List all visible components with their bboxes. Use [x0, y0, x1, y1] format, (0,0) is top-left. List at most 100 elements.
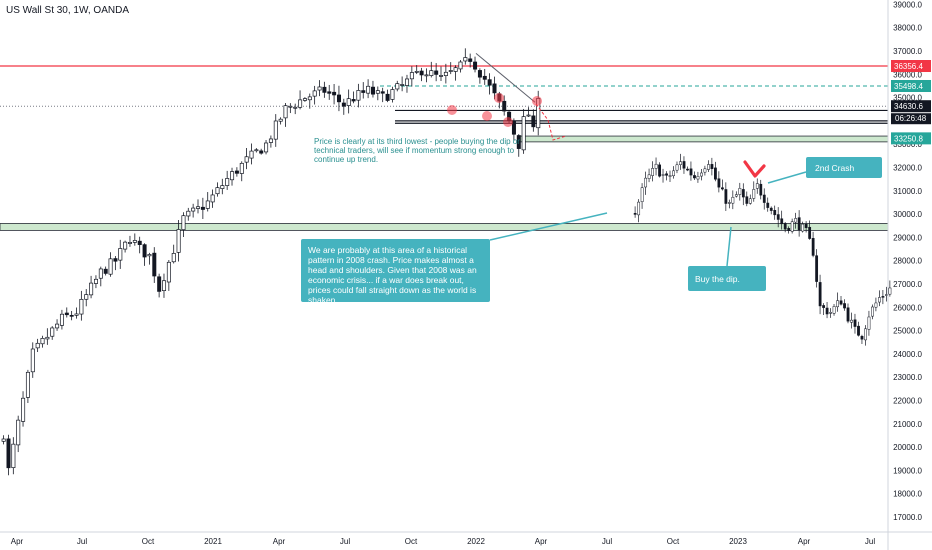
candle [59, 313, 64, 326]
y-tick-label: 38000.0 [893, 24, 922, 33]
candle [259, 150, 264, 154]
candle [64, 312, 69, 316]
candle [302, 98, 307, 101]
projection-candle [818, 282, 822, 307]
level-label-bg [891, 132, 931, 145]
faint-annotation: Price is clearly at its third lowest - p… [314, 137, 520, 164]
candle [463, 57, 468, 62]
projection-candle [707, 164, 710, 170]
candle [21, 397, 26, 422]
y-tick-label: 39000.0 [893, 0, 922, 9]
y-tick-label: 23000.0 [893, 373, 922, 382]
projection-candle [731, 196, 735, 204]
projection-candle [654, 163, 658, 169]
callout-pointer [767, 171, 807, 184]
projection-candle [860, 336, 864, 340]
projection-candle [853, 319, 857, 327]
candle [390, 89, 395, 100]
projection-candle [745, 196, 749, 204]
projection-candle [668, 175, 672, 177]
second-crash-callout[interactable]: 2nd Crash [806, 157, 882, 178]
candle [103, 268, 108, 274]
candle [147, 254, 152, 257]
pattern-marker [447, 105, 457, 115]
candle [327, 91, 332, 94]
candle [196, 206, 201, 209]
candle [380, 91, 385, 94]
pattern-marker [532, 96, 542, 106]
level-label: 36356.4 [894, 62, 923, 71]
projection-candle [885, 294, 888, 296]
candle [264, 142, 269, 153]
candle [108, 258, 113, 275]
callout-pointer [726, 226, 732, 267]
candle [93, 278, 98, 284]
candle [191, 207, 196, 212]
projection-candle [832, 306, 836, 314]
support-zone [0, 223, 889, 231]
buy-dip-callout[interactable]: Buy the dip. [688, 266, 766, 291]
candle [293, 106, 298, 109]
candle [531, 115, 536, 128]
projection-candle [776, 214, 780, 220]
projection-candle [888, 287, 892, 295]
candle [492, 83, 497, 94]
x-tick-label: 2023 [729, 537, 747, 546]
candle [477, 70, 482, 78]
candle [424, 74, 429, 77]
projected-path [535, 103, 567, 141]
y-tick-label: 32000.0 [893, 164, 922, 173]
candle [526, 114, 531, 117]
projection-candle [794, 218, 798, 223]
candle [50, 327, 55, 337]
candle [443, 71, 448, 76]
candle [6, 438, 11, 469]
candle [429, 70, 434, 76]
projection-candle [651, 168, 655, 176]
trendline [475, 52, 536, 103]
projection-candle [874, 302, 878, 308]
projection-candle [696, 176, 700, 180]
projection-candle [755, 183, 759, 189]
projection-candle [682, 161, 686, 169]
candle [414, 71, 419, 73]
projection-candle [734, 194, 738, 197]
callout-pointer [489, 212, 608, 241]
candle [482, 75, 487, 80]
candle [346, 98, 351, 106]
projection-candle [633, 213, 637, 215]
projection-candle [721, 187, 724, 190]
projection-candle [787, 228, 791, 231]
y-tick-label: 17000.0 [893, 513, 922, 522]
candle [89, 282, 94, 296]
candle [230, 171, 235, 181]
projection-candle [710, 164, 714, 169]
x-tick-label: Apr [535, 537, 548, 546]
projection-candle [679, 161, 682, 165]
projection-candle [661, 174, 665, 176]
candle [74, 313, 79, 316]
projection-candle [783, 223, 787, 230]
countdown-bg [891, 113, 931, 125]
candle [453, 67, 458, 72]
level-label-bg [891, 79, 931, 92]
main-callout[interactable]: We are probably at this area of a histor… [301, 239, 490, 305]
projection-candle [644, 177, 648, 188]
candle [312, 90, 317, 97]
candle [375, 90, 380, 94]
projection-candle [846, 307, 850, 322]
y-tick-label: 24000.0 [893, 350, 922, 359]
projection-candle [647, 174, 651, 179]
pattern-marker [494, 93, 504, 103]
candle [502, 100, 507, 112]
projection-candle [850, 319, 853, 323]
candle [210, 194, 215, 203]
candle [268, 138, 273, 143]
candle [84, 294, 89, 300]
projection-candle [871, 306, 874, 317]
candle [25, 371, 30, 398]
level-label-bg [891, 100, 931, 113]
candle [356, 90, 361, 101]
